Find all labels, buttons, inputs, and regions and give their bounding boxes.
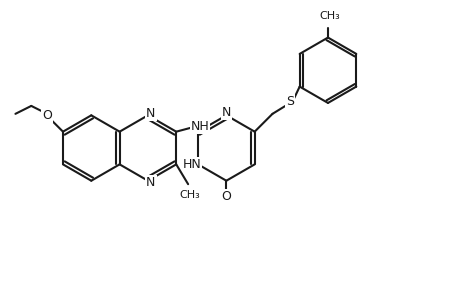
Text: O: O	[42, 109, 52, 122]
Text: O: O	[221, 190, 231, 203]
Text: N: N	[146, 176, 155, 189]
Text: NH: NH	[190, 120, 209, 133]
Text: N: N	[221, 106, 230, 119]
Text: HN: HN	[182, 158, 201, 171]
Text: S: S	[285, 95, 294, 108]
Text: CH₃: CH₃	[179, 190, 200, 200]
Text: N: N	[146, 107, 155, 120]
Text: CH₃: CH₃	[319, 11, 340, 21]
